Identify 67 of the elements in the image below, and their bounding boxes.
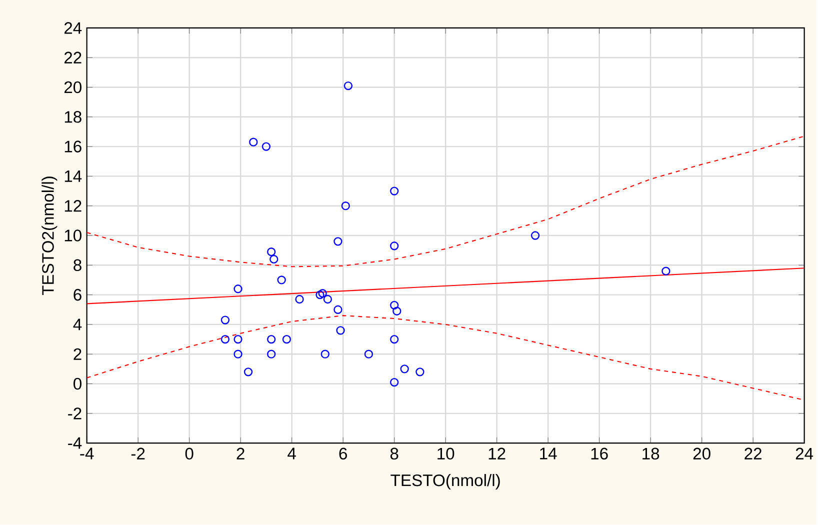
- x-tick-label: 24: [796, 448, 814, 460]
- point: [244, 368, 253, 376]
- y-tick-label: 16: [64, 140, 82, 152]
- point: [334, 305, 342, 314]
- y-tick-label: 18: [64, 111, 82, 123]
- point: [416, 368, 424, 376]
- y-tick-label: 2: [74, 348, 82, 360]
- point: [390, 242, 399, 250]
- point: [390, 300, 399, 310]
- point: [390, 186, 399, 196]
- point: [364, 350, 374, 358]
- point: [220, 335, 230, 344]
- point: [234, 350, 242, 358]
- y-tick-label: 10: [64, 230, 82, 242]
- point: [344, 81, 353, 90]
- x-tick-label: 18: [642, 448, 660, 460]
- x-tick-label: 6: [339, 448, 347, 460]
- point: [220, 316, 230, 324]
- point: [234, 335, 242, 344]
- x-tick-label: 8: [390, 448, 398, 460]
- y-tick-label: 14: [64, 170, 82, 182]
- point: [270, 254, 278, 264]
- y-tick-label: 4: [73, 318, 82, 330]
- y-tick-label: -4: [68, 437, 82, 449]
- y-axis-title: TESTO2(nmol/l): [42, 176, 58, 296]
- point: [400, 364, 409, 374]
- point: [277, 276, 286, 284]
- point: [266, 350, 276, 358]
- point: [390, 378, 399, 387]
- x-tick-label: 4: [288, 448, 296, 460]
- point: [249, 138, 258, 146]
- point: [282, 335, 292, 344]
- y-tick-label: 8: [74, 259, 82, 272]
- point: [266, 248, 276, 256]
- x-axis-title: TESTO(nmol/l): [390, 474, 500, 490]
- point: [334, 237, 342, 246]
- point: [392, 306, 402, 316]
- x-tick-label: 20: [693, 448, 710, 460]
- x-tick-label: 0: [185, 448, 194, 460]
- x-tick-label: -2: [131, 448, 145, 460]
- point: [316, 290, 324, 300]
- x-tick-label: 2: [236, 448, 244, 460]
- y-tick-label: 20: [64, 81, 82, 94]
- y-tick-label: 0: [74, 378, 82, 390]
- point: [341, 202, 350, 210]
- point: [320, 350, 330, 358]
- x-tick-label: 12: [488, 448, 506, 460]
- y-tick-label: 6: [74, 288, 82, 301]
- point: [234, 284, 242, 294]
- y-tick-label: 12: [64, 200, 82, 212]
- x-tick-label: 22: [744, 448, 762, 460]
- line-series: [86, 136, 804, 268]
- point: [662, 266, 670, 276]
- x-tick-label: 16: [591, 448, 608, 460]
- x-tick-label: 10: [438, 448, 454, 460]
- point: [318, 289, 327, 298]
- point: [266, 335, 276, 344]
- point: [295, 294, 304, 304]
- point: [336, 326, 345, 335]
- x-tick-label: 14: [540, 448, 557, 460]
- point: [262, 142, 271, 151]
- y-tick-label: 24: [64, 22, 82, 34]
- point: [530, 231, 540, 240]
- y-tick-label: 22: [64, 52, 82, 64]
- y-tick-label: -2: [68, 408, 82, 420]
- point: [323, 294, 332, 304]
- point: [390, 335, 399, 344]
